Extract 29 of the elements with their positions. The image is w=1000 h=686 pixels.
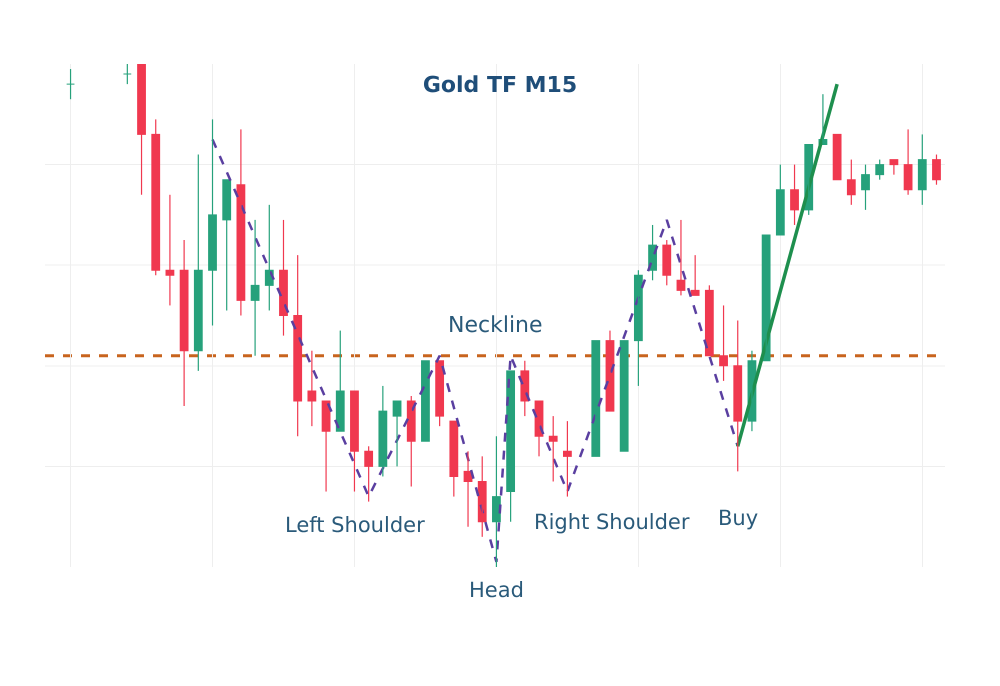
- candlestick: [832, 134, 842, 180]
- candlestick: [719, 304, 728, 382]
- candlestick: [790, 164, 799, 226]
- candlestick: [591, 340, 600, 457]
- candlestick: [932, 154, 941, 186]
- candlestick: [180, 239, 189, 407]
- candlestick: [250, 219, 260, 356]
- candlestick: [378, 385, 388, 478]
- candlestick: [904, 128, 912, 196]
- annotation: Left Shoulder: [285, 513, 426, 537]
- candlestick: [307, 350, 316, 427]
- candlestick: [122, 64, 132, 85]
- chart-title: Gold TF M15: [422, 73, 578, 98]
- candlestick: [392, 400, 402, 467]
- candlestick: [66, 68, 75, 100]
- candlestick: [676, 219, 686, 296]
- candlestick: [620, 340, 629, 452]
- candlestick: [562, 420, 572, 498]
- candlestick: [861, 164, 870, 210]
- candlestick: [762, 234, 771, 362]
- ref-line-label: Neckline: [448, 313, 543, 338]
- candlestick: [350, 390, 359, 492]
- candlestick: [166, 194, 174, 306]
- annotation: Right Shoulder: [534, 510, 690, 534]
- candlestick: [889, 158, 898, 176]
- candlestick: [137, 64, 146, 196]
- text: Head: [469, 578, 524, 602]
- candlestick: [421, 360, 430, 442]
- annotation: Buy: [718, 506, 758, 530]
